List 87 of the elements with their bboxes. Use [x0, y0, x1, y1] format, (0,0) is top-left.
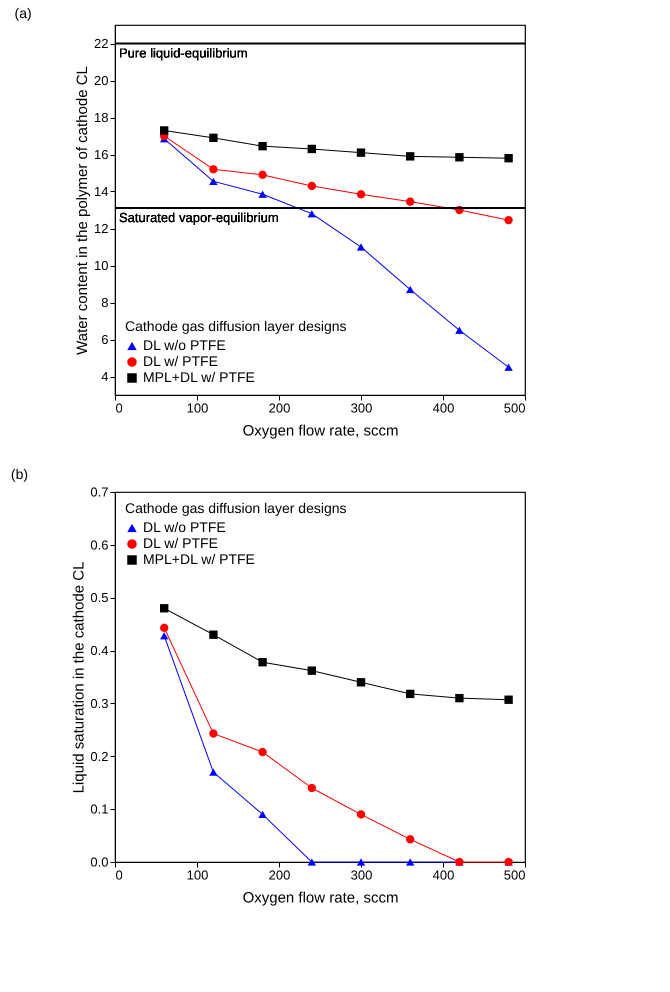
point [258, 190, 267, 198]
y-tick-label: 0.1 [90, 802, 108, 817]
x-tick-label: 400 [432, 868, 454, 882]
y-tick-label: 16 [94, 147, 108, 162]
point [308, 666, 316, 675]
point [258, 170, 267, 180]
y-axis-title: Water content in the polymer of cathode CL [74, 66, 92, 355]
point [209, 768, 218, 776]
x-tick-label: 0 [116, 400, 123, 416]
point [504, 216, 513, 224]
point [308, 784, 316, 792]
point [209, 134, 218, 142]
y-tick-label: 0.6 [90, 537, 108, 552]
x-tick-label: 200 [268, 400, 290, 416]
legend-title: Cathode gas diffusion layer designs [125, 500, 347, 516]
chart-title: (a) [14, 5, 32, 21]
point [160, 624, 168, 632]
point [258, 810, 267, 818]
y-tick-label: 0.5 [90, 590, 108, 606]
y-tick-label: 12 [94, 221, 108, 236]
ref-line-label: Saturated vapor-equilibrium [119, 210, 279, 226]
y-axis-title: Liquid saturation in the cathode CL [70, 562, 88, 794]
point [160, 604, 168, 612]
y-tick-label: 14 [94, 184, 108, 199]
x-tick-label: 100 [186, 400, 208, 416]
y-tick-label: 6 [101, 332, 108, 347]
y-tick-label: 0.3 [90, 696, 108, 711]
point [356, 190, 366, 198]
legend-label: DL w/o PTFE [143, 337, 226, 353]
point [258, 142, 267, 150]
point [504, 154, 513, 162]
point [406, 286, 414, 294]
y-tick-label: 10 [94, 258, 108, 273]
y-tick-label: 8 [101, 295, 108, 310]
x-axis-title: Oxygen flow rate, sccm [242, 890, 398, 906]
x-axis-title: Oxygen flow rate, sccm [242, 422, 398, 440]
x-tick-label: 200 [268, 868, 290, 882]
point [455, 326, 464, 334]
x-tick-label: 500 [504, 868, 526, 882]
point [504, 696, 513, 704]
point [160, 632, 168, 640]
point [504, 364, 513, 371]
point [209, 165, 218, 174]
ref-line-label: Pure liquid-equilibrium [119, 46, 248, 60]
point [308, 182, 316, 190]
point [406, 835, 414, 844]
legend-label: MPL+DL w/ PTFE [143, 551, 255, 567]
point [356, 858, 366, 866]
point [406, 152, 414, 161]
x-tick-label: 0 [116, 868, 123, 882]
x-tick-label: 500 [504, 400, 526, 416]
point [356, 148, 366, 157]
y-tick-label: 4 [101, 369, 108, 384]
chart-title: (b) [10, 466, 28, 482]
y-tick-label: 22 [94, 36, 108, 51]
point [160, 126, 168, 135]
point [406, 690, 414, 698]
y-tick-label: 18 [94, 110, 108, 125]
point [406, 198, 414, 206]
y-tick-label: 20 [94, 73, 108, 88]
point [455, 694, 464, 702]
point [209, 729, 218, 738]
y-tick-label: 0.7 [90, 484, 108, 500]
point [356, 678, 366, 686]
point [308, 144, 316, 154]
legend-label: MPL+DL w/ PTFE [143, 369, 255, 385]
legend-title: Cathode gas diffusion layer designs [125, 318, 347, 334]
legend-label: DL w/o PTFE [143, 519, 226, 535]
y-tick-label: 0.0 [90, 854, 108, 870]
x-tick-label: 300 [350, 400, 372, 416]
point [356, 810, 366, 819]
y-tick-label: 0.2 [90, 748, 108, 764]
point [258, 658, 267, 666]
point [209, 178, 218, 185]
y-tick-label: 0.4 [90, 643, 108, 658]
x-tick-label: 100 [186, 868, 208, 882]
point [406, 858, 414, 866]
point [455, 153, 464, 162]
legend-label: DL w/ PTFE [143, 353, 218, 369]
point [258, 748, 267, 756]
point [209, 630, 218, 639]
point [308, 210, 316, 218]
legend-label: DL w/ PTFE [143, 535, 218, 551]
x-tick-label: 300 [350, 868, 372, 882]
point [356, 243, 366, 251]
x-tick-label: 400 [432, 400, 454, 416]
point [308, 858, 316, 866]
